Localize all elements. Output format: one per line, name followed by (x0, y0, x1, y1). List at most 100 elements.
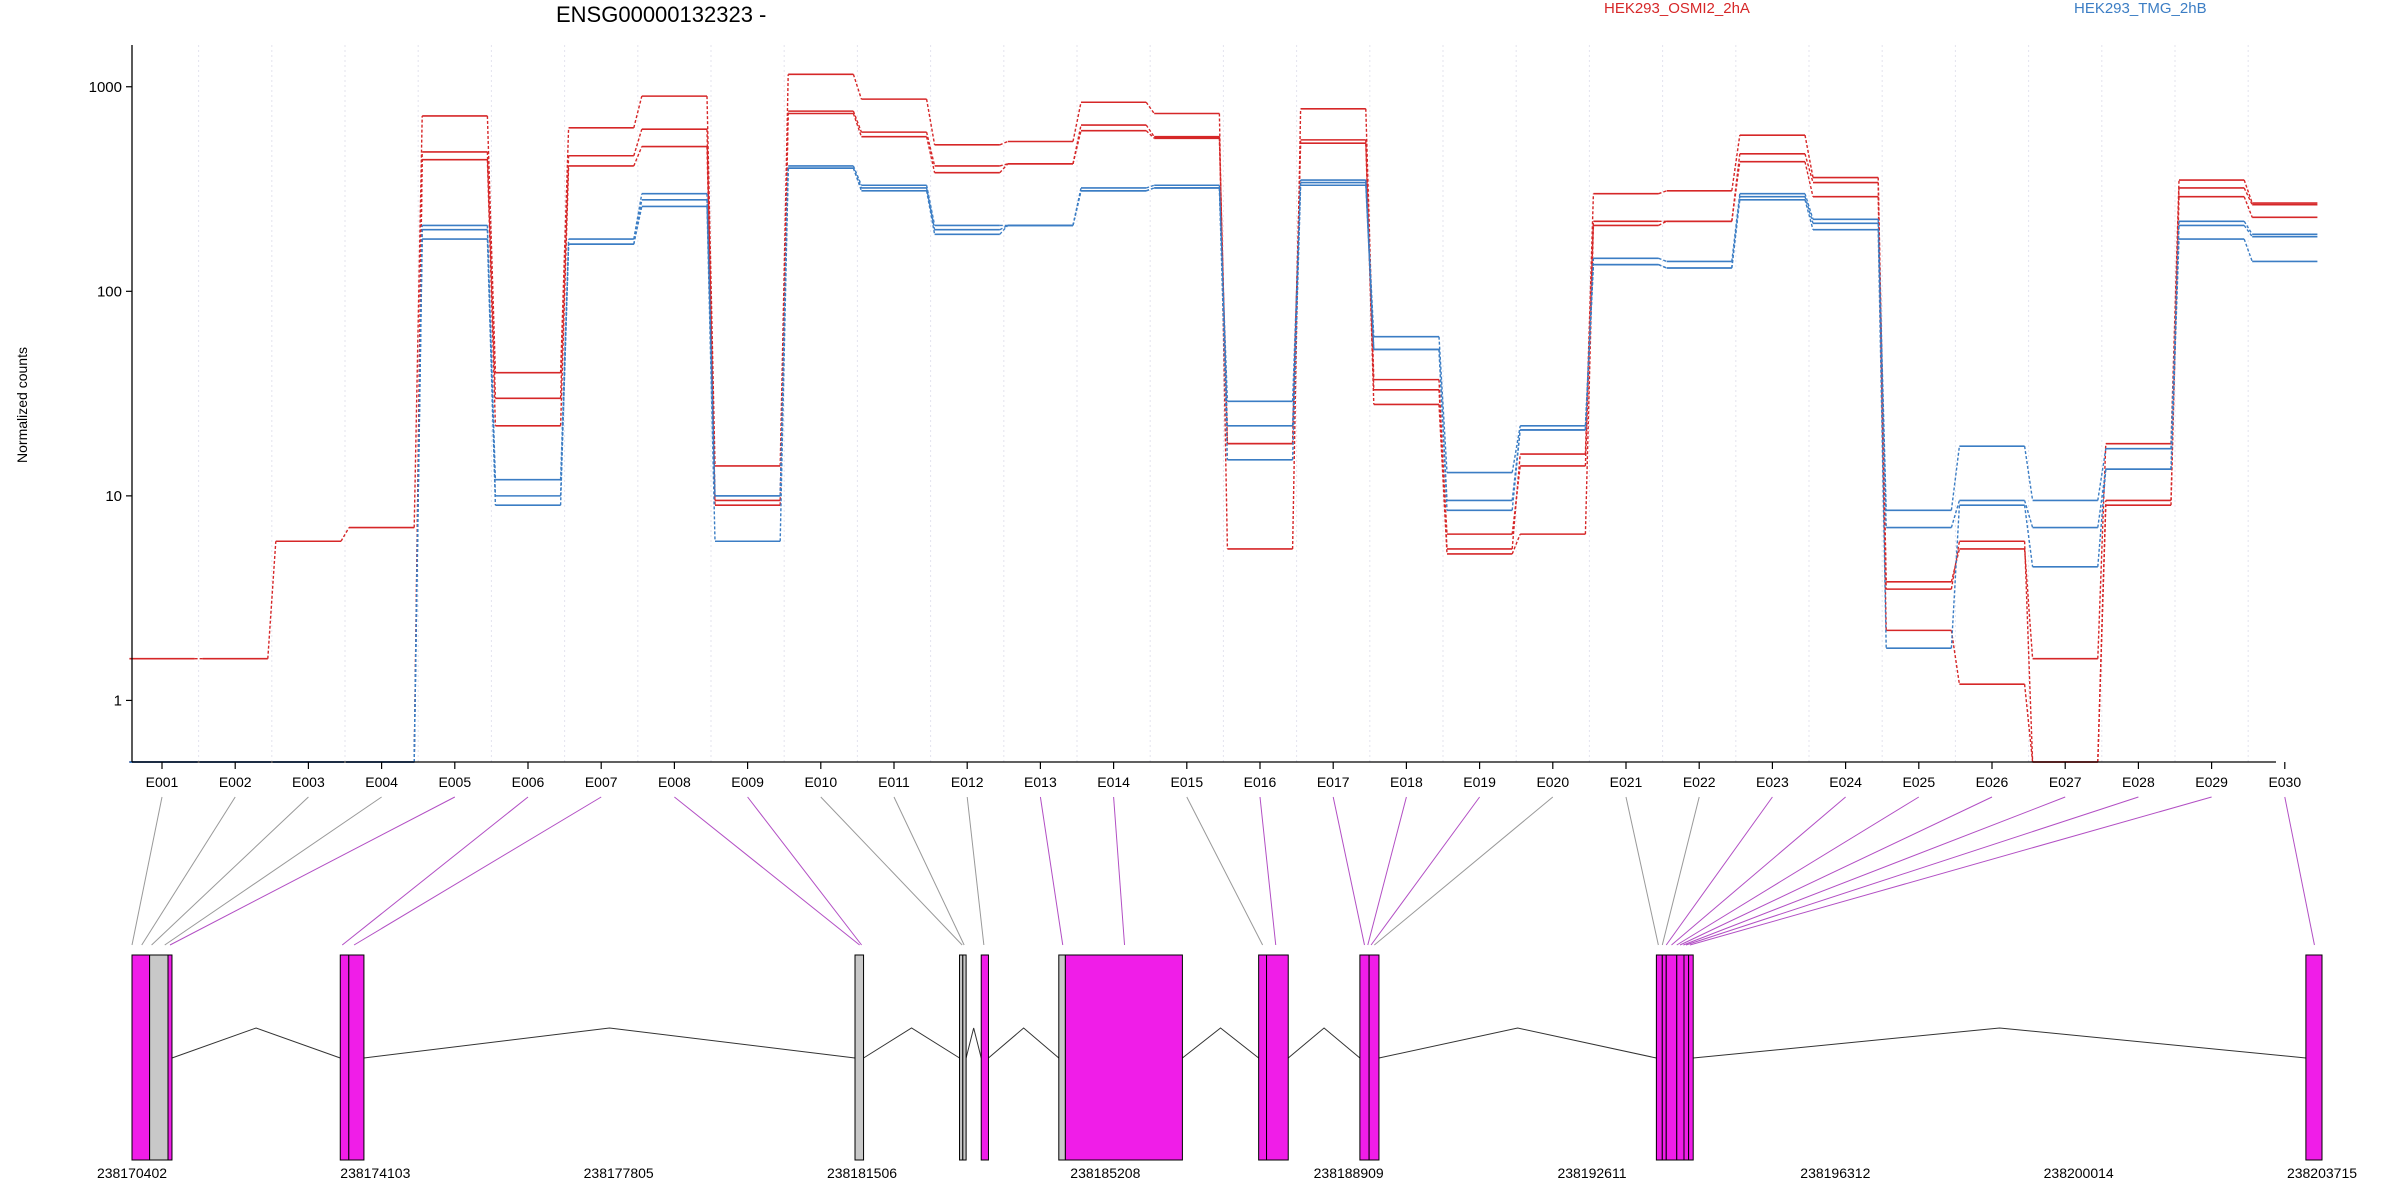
series-connector (706, 199, 716, 496)
intron-line (363, 1027, 856, 1059)
series-connector (2023, 505, 2034, 567)
series-connector (999, 140, 1009, 146)
exon-connector (1665, 796, 1773, 946)
series-connector (999, 224, 1009, 235)
exon-block (1258, 954, 1268, 1161)
x-tick-label-e008: E008 (658, 774, 691, 790)
series-connector (1365, 108, 1375, 380)
exon-connector (151, 796, 309, 946)
exon-connector (893, 796, 965, 946)
exon-connector (1367, 796, 1407, 946)
intron-line (1693, 1027, 2306, 1059)
series-connector (2170, 179, 2180, 444)
series-connector (1731, 199, 1741, 269)
exon-connector (1259, 796, 1277, 946)
series-connector (1804, 161, 1814, 197)
series-connector (2243, 238, 2253, 262)
genomic-coordinate-label: 238196312 (1800, 1165, 1870, 1181)
legend-entry-osmi2: HEK293_OSMI2_2hA (1604, 0, 1750, 17)
genomic-coordinate-label: 238181506 (827, 1165, 897, 1181)
series-connector (559, 127, 570, 373)
series-connector (925, 131, 936, 167)
exon-block (339, 954, 350, 1161)
exon-block (962, 954, 967, 1161)
series-connector (2097, 448, 2107, 501)
x-tick-label-e020: E020 (1536, 774, 1569, 790)
exon-block (1655, 954, 1663, 1161)
x-tick-label-e011: E011 (878, 774, 910, 790)
series-connector (2023, 541, 2034, 763)
x-tick-label-e004: E004 (365, 774, 398, 790)
series-connector (1145, 184, 1155, 189)
series-connector (706, 206, 716, 542)
series-connector (486, 159, 497, 426)
series-connector (852, 167, 863, 192)
series-connector (1072, 102, 1082, 142)
x-tick-label-e017: E017 (1317, 774, 1350, 790)
x-tick-label-e019: E019 (1463, 774, 1496, 790)
genomic-coordinate-label: 238200014 (2044, 1165, 2114, 1181)
exon-block (1368, 954, 1380, 1161)
series-connector (2023, 548, 2034, 659)
series-connector (1731, 135, 1741, 191)
series-connector (2097, 443, 2107, 659)
intron-line (1378, 1027, 1657, 1059)
intron-line (988, 1027, 1060, 1059)
y-tick-label: 100 (97, 283, 122, 300)
series-connector (852, 110, 863, 133)
exon-connector (1689, 796, 2212, 946)
series-connector (633, 146, 643, 167)
series-connector (2023, 500, 2034, 528)
series-connector (999, 163, 1008, 167)
series-connector (486, 239, 497, 506)
exon-block (167, 954, 173, 1161)
genomic-coordinate-label: 238177805 (584, 1165, 654, 1181)
series-connector (1438, 389, 1448, 535)
x-tick-label-e001: E001 (146, 774, 179, 790)
series-connector (1731, 161, 1741, 222)
y-tick-label: 1 (114, 692, 122, 709)
series-connector (1511, 425, 1521, 473)
x-tick-label-e005: E005 (438, 774, 471, 790)
exon-connector (747, 796, 862, 946)
series-connector (925, 187, 936, 230)
series-connector (1511, 465, 1521, 535)
series-connector (633, 193, 643, 240)
series-connector (633, 206, 643, 245)
series-connector (1291, 185, 1302, 460)
series-connector (1511, 429, 1521, 511)
intron-line (1182, 1027, 1259, 1059)
exon-connectors (131, 796, 2315, 946)
series-connector (1218, 187, 1229, 460)
legend-entry-tmg: HEK293_TMG_2hB (2074, 0, 2207, 17)
intron-line (863, 1027, 960, 1059)
exon-block (1266, 954, 1289, 1161)
exon-block (1058, 954, 1066, 1161)
series-connector (2243, 220, 2253, 235)
series-connector (1072, 190, 1082, 226)
series-connector (2097, 505, 2107, 763)
x-tick-label-e010: E010 (804, 774, 837, 790)
series-connector (925, 99, 936, 145)
exon-block (149, 954, 169, 1161)
series-connector (1145, 187, 1155, 192)
exon-block (854, 954, 865, 1161)
exon-connector (1186, 796, 1264, 946)
exon-connector (1685, 796, 2139, 946)
series-connector (1804, 193, 1814, 220)
series-connector (2023, 684, 2034, 763)
x-tick-label-e025: E025 (1902, 774, 1935, 790)
gene-model: 238170402 238174103 238177805 238181506 2381… (97, 954, 2357, 1181)
intron-line (1287, 1027, 1361, 1059)
series-connector (1365, 185, 1375, 350)
series-connector (1950, 505, 1961, 649)
exon-connector (1113, 796, 1126, 946)
x-tick-label-e006: E006 (512, 774, 545, 790)
series-connector (2097, 469, 2107, 567)
series-connector (486, 151, 497, 399)
x-tick-label-e026: E026 (1976, 774, 2009, 790)
x-tick-label-e021: E021 (1610, 774, 1643, 790)
genomic-coordinate-label: 238188909 (1314, 1165, 1384, 1181)
exon-connector (674, 796, 860, 946)
x-tick-label-e015: E015 (1170, 774, 1203, 790)
